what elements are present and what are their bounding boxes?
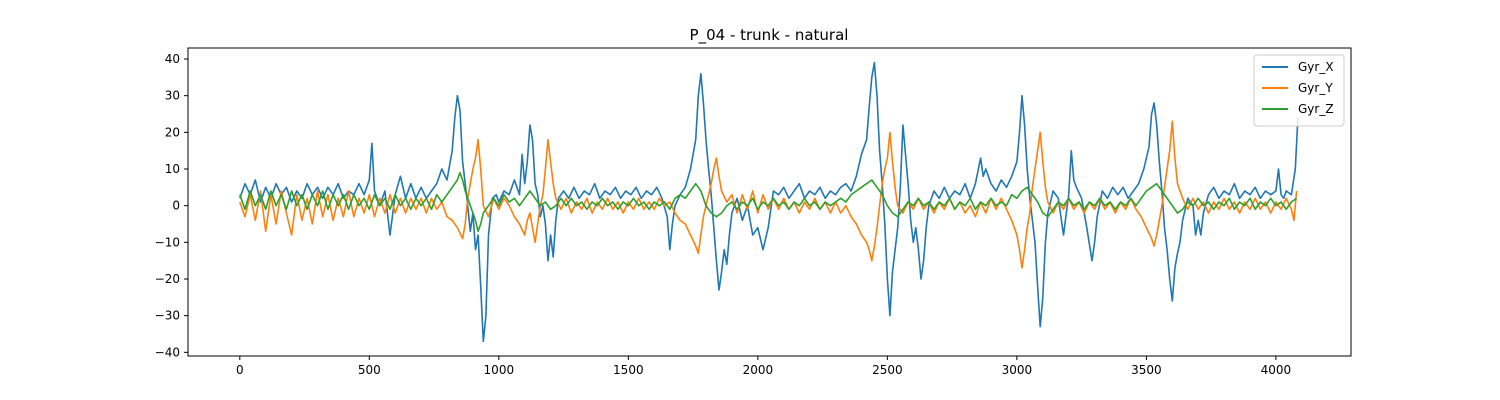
series-line-gyr-x — [239, 61, 1299, 343]
legend: Gyr_X Gyr_Y Gyr_Z — [1253, 54, 1345, 127]
y-tick-label: 40 — [165, 52, 180, 66]
plot-area — [187, 47, 1352, 357]
series-layer — [239, 61, 1299, 343]
x-tick-label: 4000 — [1261, 363, 1292, 377]
chart-title: P_04 - trunk - natural — [690, 26, 849, 45]
plot-frame — [187, 47, 1352, 357]
y-tick-label: 30 — [165, 89, 180, 103]
y-tick-label: 10 — [165, 162, 180, 176]
y-tick-label: −30 — [155, 309, 180, 323]
x-tick-label: 3500 — [1131, 363, 1162, 377]
y-axis: −40 −30 −20 −10 0 10 20 30 40 — [155, 52, 188, 359]
x-axis: 0 500 1000 1500 2000 2500 3000 3500 4000 — [236, 356, 1291, 377]
y-tick-label: −20 — [155, 272, 180, 286]
x-tick-label: 500 — [358, 363, 381, 377]
series-line-gyr-y — [239, 120, 1298, 269]
x-tick-label: 0 — [236, 363, 244, 377]
y-tick-label: −10 — [155, 235, 180, 249]
y-tick-label: 0 — [172, 199, 180, 213]
legend-label: Gyr_X — [1298, 60, 1334, 74]
x-tick-label: 1000 — [484, 363, 515, 377]
y-tick-label: −40 — [155, 345, 180, 359]
x-tick-label: 2500 — [872, 363, 903, 377]
series-line-gyr-z — [239, 171, 1298, 233]
legend-label: Gyr_Z — [1298, 102, 1334, 116]
x-tick-label: 1500 — [613, 363, 644, 377]
legend-label: Gyr_Y — [1298, 81, 1333, 95]
x-tick-label: 3000 — [1002, 363, 1033, 377]
y-tick-label: 20 — [165, 125, 180, 139]
x-tick-label: 2000 — [743, 363, 774, 377]
